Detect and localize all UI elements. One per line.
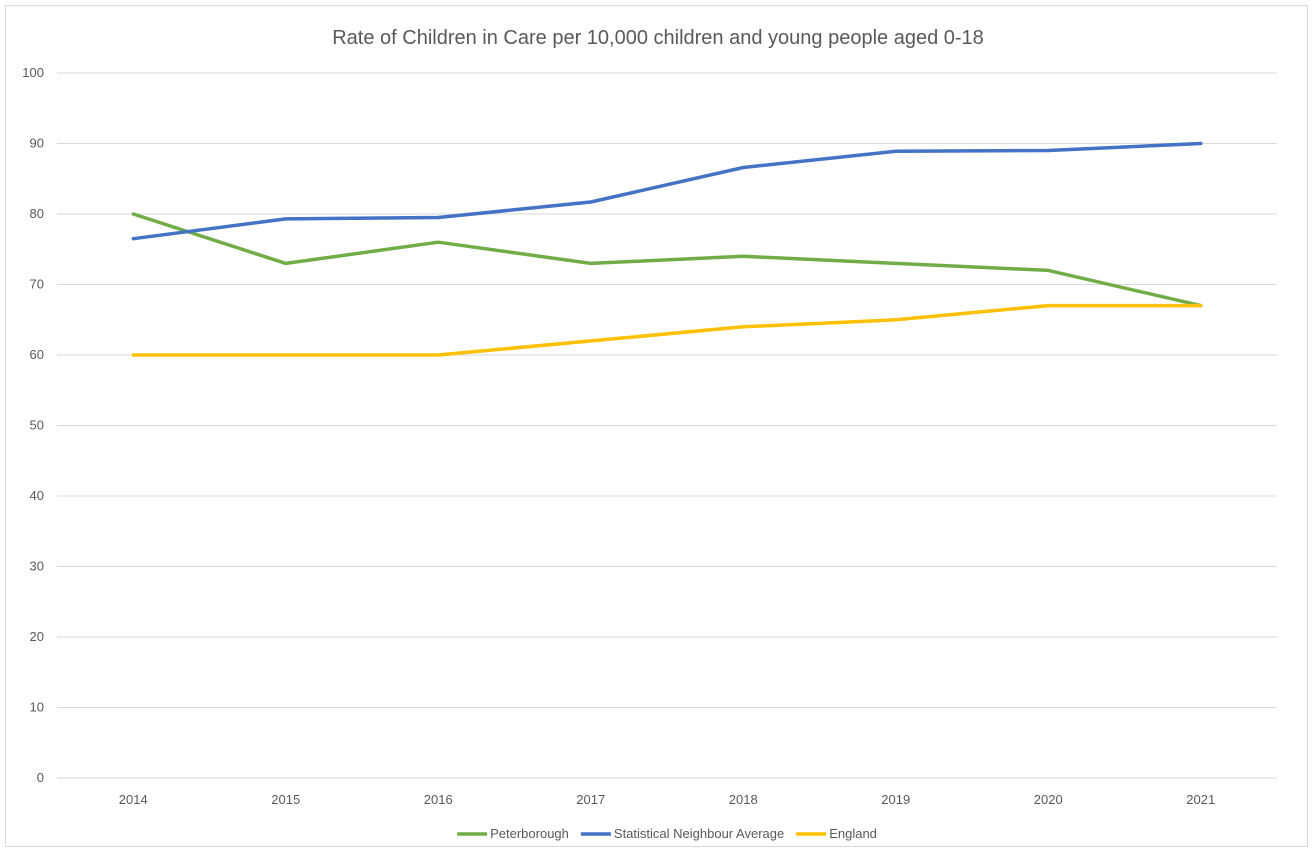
x-tick-label: 2018 [729, 792, 758, 807]
y-tick-label: 80 [30, 206, 44, 221]
y-tick-label: 50 [30, 418, 44, 433]
legend-item: England [796, 826, 877, 841]
series-line-peterborough [131, 212, 1203, 308]
data-point [1047, 304, 1050, 307]
data-point [284, 217, 287, 220]
data-point [132, 213, 135, 216]
data-point [589, 201, 592, 204]
legend-label: Peterborough [490, 826, 569, 841]
series-line-statistical-neighbour-average [131, 141, 1203, 241]
y-tick-label: 40 [30, 488, 44, 503]
data-point [742, 255, 745, 258]
x-tick-label: 2020 [1034, 792, 1063, 807]
y-tick-label: 100 [22, 65, 44, 80]
x-tick-label: 2021 [1186, 792, 1215, 807]
x-axis-ticks: 2014 2015 2016 2017 2018 2019 2020 2021 [119, 792, 1215, 807]
legend-item: Statistical Neighbour Average [580, 826, 784, 841]
data-point [132, 237, 135, 240]
y-tick-label: 60 [30, 347, 44, 362]
data-point [437, 241, 440, 244]
data-point [894, 318, 897, 321]
grid-lines [57, 72, 1277, 779]
y-tick-label: 70 [30, 277, 44, 292]
legend-item: Peterborough [457, 826, 569, 841]
legend: Peterborough Statistical Neighbour Averag… [457, 826, 877, 841]
y-tick-label: 90 [30, 136, 44, 151]
x-tick-label: 2017 [576, 792, 605, 807]
data-point [132, 354, 135, 357]
chart-title: Rate of Children in Care per 10,000 chil… [332, 27, 984, 49]
series-lines [131, 141, 1203, 357]
data-point [1047, 149, 1050, 152]
y-tick-label: 30 [30, 559, 44, 574]
legend-label: England [829, 826, 877, 841]
data-point [1047, 269, 1050, 272]
data-point [437, 216, 440, 219]
data-point [1199, 304, 1202, 307]
data-point [589, 339, 592, 342]
y-tick-label: 10 [30, 700, 44, 715]
data-point [284, 262, 287, 265]
data-point [437, 354, 440, 357]
data-point [1199, 142, 1202, 145]
data-point [742, 325, 745, 328]
legend-label: Statistical Neighbour Average [614, 826, 784, 841]
series-line-england [131, 303, 1203, 357]
x-tick-label: 2016 [424, 792, 453, 807]
x-tick-label: 2015 [271, 792, 300, 807]
y-tick-label: 20 [30, 629, 44, 644]
y-axis-ticks: 0 10 20 30 40 50 60 70 80 90 100 [22, 65, 44, 785]
x-tick-label: 2019 [881, 792, 910, 807]
data-point [284, 354, 287, 357]
data-point [894, 150, 897, 153]
data-point [894, 262, 897, 265]
x-tick-label: 2014 [119, 792, 148, 807]
data-point [589, 262, 592, 265]
y-tick-label: 0 [37, 770, 44, 785]
data-point [742, 166, 745, 169]
